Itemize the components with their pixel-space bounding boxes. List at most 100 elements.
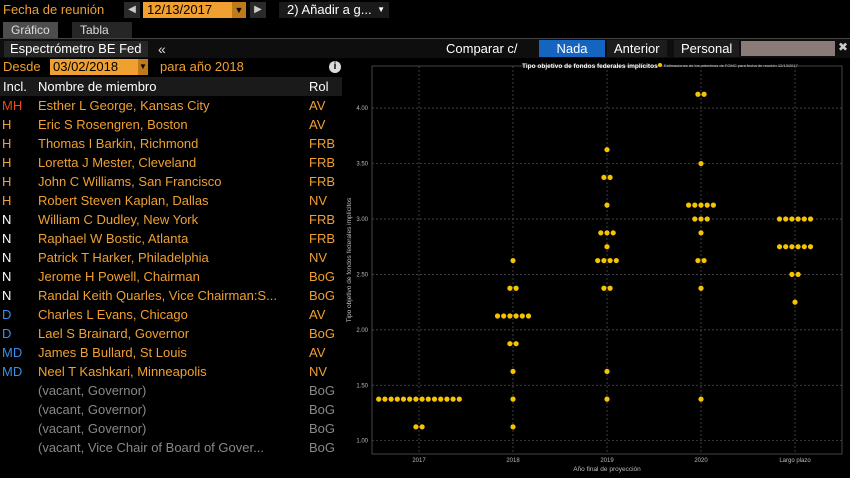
- column-header-name[interactable]: Nombre de miembro: [38, 79, 157, 94]
- add-to-group-button[interactable]: 2) Añadir a g... ▼: [279, 2, 389, 18]
- y-tick-label: 2.50: [356, 272, 368, 278]
- table-row[interactable]: H Loretta J Mester, Cleveland FRB: [0, 153, 342, 172]
- row-role: NV: [309, 193, 328, 208]
- table-row[interactable]: N Jerome H Powell, Chairman BoG: [0, 267, 342, 286]
- row-member-name: Raphael W Bostic, Atlanta: [38, 231, 189, 246]
- data-point: [698, 160, 704, 167]
- row-member-name: (vacant, Governor): [38, 402, 147, 417]
- data-point: [789, 216, 795, 222]
- column-header-rol[interactable]: Rol: [309, 79, 329, 94]
- table-row[interactable]: MH Esther L George, Kansas City AV: [0, 96, 342, 115]
- row-member-name: Jerome H Powell, Chairman: [38, 269, 200, 284]
- table-row[interactable]: (vacant, Governor) BoG: [0, 381, 342, 400]
- data-point: [698, 230, 704, 236]
- tab-grafico[interactable]: Gráfico: [3, 22, 58, 38]
- row-incl: MD: [2, 345, 23, 360]
- data-point: [698, 216, 704, 222]
- row-incl: D: [2, 307, 12, 322]
- x-tick-label: 2019: [600, 458, 614, 464]
- row-member-name: (vacant, Governor): [38, 421, 147, 436]
- data-point: [604, 244, 610, 250]
- data-point: [613, 257, 619, 264]
- from-date-select[interactable]: 03/02/2018 ▼: [50, 59, 148, 75]
- chevron-left-icon[interactable]: ◀: [124, 2, 140, 18]
- data-point: [776, 216, 783, 222]
- x-tick-label: 2020: [694, 458, 708, 464]
- data-point: [456, 396, 462, 402]
- row-incl: H: [2, 117, 12, 132]
- data-point: [704, 202, 710, 208]
- data-point: [595, 257, 601, 264]
- row-role: FRB: [309, 212, 335, 227]
- data-point: [501, 313, 507, 319]
- data-point: [698, 285, 704, 291]
- table-row[interactable]: (vacant, Vice Chair of Board of Gover...…: [0, 438, 342, 457]
- tab-label: Gráfico: [11, 23, 50, 37]
- chevron-down-icon[interactable]: ▼: [232, 2, 246, 18]
- table-row[interactable]: (vacant, Governor) BoG: [0, 400, 342, 419]
- table-row[interactable]: N Patrick T Harker, Philadelphia NV: [0, 248, 342, 267]
- close-icon[interactable]: ✖: [838, 40, 849, 54]
- from-label: Desde: [3, 59, 41, 74]
- row-member-name: (vacant, Governor): [38, 383, 147, 398]
- row-role: BoG: [309, 440, 336, 455]
- table-row[interactable]: D Charles L Evans, Chicago AV: [0, 305, 342, 324]
- compare-option-nada[interactable]: Nada: [539, 40, 605, 57]
- chevron-right-icon[interactable]: ▶: [250, 2, 266, 18]
- data-point: [607, 174, 613, 181]
- table-row[interactable]: MD James B Bullard, St Louis AV: [0, 343, 342, 362]
- compare-option-personal[interactable]: Personal: [674, 40, 740, 57]
- data-point: [710, 202, 716, 208]
- table-row[interactable]: H Thomas I Barkin, Richmond FRB: [0, 134, 342, 153]
- table-row[interactable]: N Randal Keith Quarles, Vice Chairman:S..…: [0, 286, 342, 305]
- data-point: [789, 271, 795, 278]
- data-point: [601, 174, 607, 181]
- table-row[interactable]: H Robert Steven Kaplan, Dallas NV: [0, 191, 342, 210]
- data-point: [692, 202, 698, 208]
- tab-label: Tabla: [80, 23, 109, 37]
- y-tick-label: 3.50: [356, 162, 368, 168]
- column-header-incl[interactable]: Incl.: [3, 79, 27, 94]
- data-point: [513, 341, 519, 347]
- row-incl: N: [2, 269, 12, 284]
- data-point: [701, 257, 707, 264]
- dot-plot-chart: 1.00 1.50 2.00 2.50 3.00 3.50 4.00 2017 2018 2019…: [342, 58, 850, 478]
- table-row[interactable]: H Eric S Rosengren, Boston AV: [0, 115, 342, 134]
- row-role: BoG: [309, 326, 336, 341]
- row-role: AV: [309, 307, 326, 322]
- info-icon[interactable]: i: [329, 61, 341, 73]
- data-point: [701, 91, 707, 97]
- meeting-date-select[interactable]: 12/13/2017 ▼: [143, 2, 246, 18]
- table-row[interactable]: (vacant, Governor) BoG: [0, 419, 342, 438]
- data-point: [604, 396, 610, 402]
- table-row[interactable]: N Raphael W Bostic, Atlanta FRB: [0, 229, 342, 248]
- compare-option-anterior[interactable]: Anterior: [607, 40, 667, 57]
- data-point: [795, 271, 801, 278]
- data-point: [801, 244, 807, 250]
- collapse-icon[interactable]: «: [158, 41, 166, 57]
- legend-label: Estimaciones de los miembros de FOMC par…: [664, 63, 799, 68]
- view-tabs: Gráfico Tabla: [0, 20, 850, 38]
- data-point: [510, 396, 516, 402]
- chart-title: Tipo objetivo de fondos federales implíc…: [522, 63, 658, 70]
- row-member-name: James B Bullard, St Louis: [38, 345, 187, 360]
- toolbar: Fecha de reunión ◀ 12/13/2017 ▼ ▶ 2) Aña…: [0, 0, 850, 20]
- custom-compare-input[interactable]: [741, 41, 835, 56]
- for-year-label: para año 2018: [160, 59, 244, 74]
- table-row[interactable]: N William C Dudley, New York FRB: [0, 210, 342, 229]
- table-row[interactable]: H John C Williams, San Francisco FRB: [0, 172, 342, 191]
- table-row[interactable]: D Lael S Brainard, Governor BoG: [0, 324, 342, 343]
- tab-tabla[interactable]: Tabla: [72, 22, 132, 38]
- row-member-name: Thomas I Barkin, Richmond: [38, 136, 199, 151]
- meeting-date-label: Fecha de reunión: [3, 2, 105, 17]
- chevron-down-icon[interactable]: ▼: [138, 59, 148, 75]
- table-row[interactable]: MD Neel T Kashkari, Minneapolis NV: [0, 362, 342, 381]
- row-incl: N: [2, 250, 12, 265]
- data-point: [695, 257, 701, 264]
- data-point: [604, 230, 610, 236]
- chevron-down-icon: ▼: [377, 5, 385, 14]
- y-axis-label: Tipo objetivo de fondos federales implíc…: [346, 197, 353, 322]
- from-date-value: 03/02/2018: [53, 59, 119, 74]
- row-incl: H: [2, 155, 12, 170]
- row-role: AV: [309, 98, 326, 113]
